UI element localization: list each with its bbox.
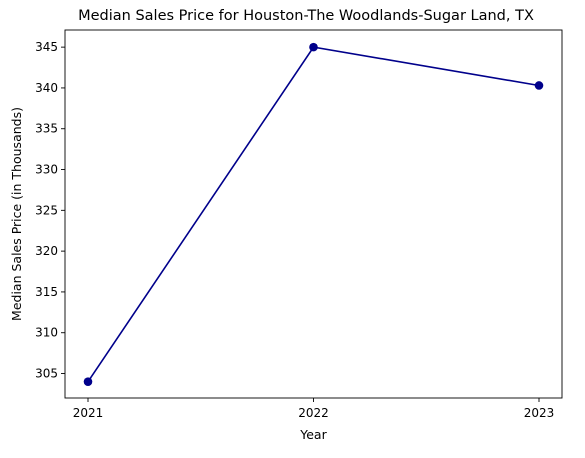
chart-title: Median Sales Price for Houston-The Woodl… bbox=[78, 8, 534, 24]
x-axis-label: Year bbox=[299, 427, 327, 442]
y-tick-label: 320 bbox=[35, 244, 58, 258]
plot-frame bbox=[64, 29, 563, 399]
data-point bbox=[83, 377, 93, 386]
y-tick-label: 335 bbox=[35, 122, 58, 136]
data-point bbox=[534, 81, 544, 90]
y-tick-label: 340 bbox=[35, 81, 58, 95]
y-axis-label: Median Sales Price (in Thousands) bbox=[9, 107, 24, 321]
y-tick-label: 310 bbox=[35, 326, 58, 340]
y-tick-label: 305 bbox=[35, 367, 58, 381]
x-tick-label: 2022 bbox=[298, 406, 329, 420]
y-tick-label: 325 bbox=[35, 203, 58, 217]
x-tick-label: 2023 bbox=[524, 406, 555, 420]
y-tick-label: 330 bbox=[35, 163, 58, 177]
y-tick-label: 345 bbox=[35, 40, 58, 54]
y-tick-label: 315 bbox=[35, 285, 58, 299]
x-tick-label: 2021 bbox=[73, 406, 104, 420]
series-line bbox=[87, 46, 540, 383]
data-point bbox=[309, 42, 318, 52]
